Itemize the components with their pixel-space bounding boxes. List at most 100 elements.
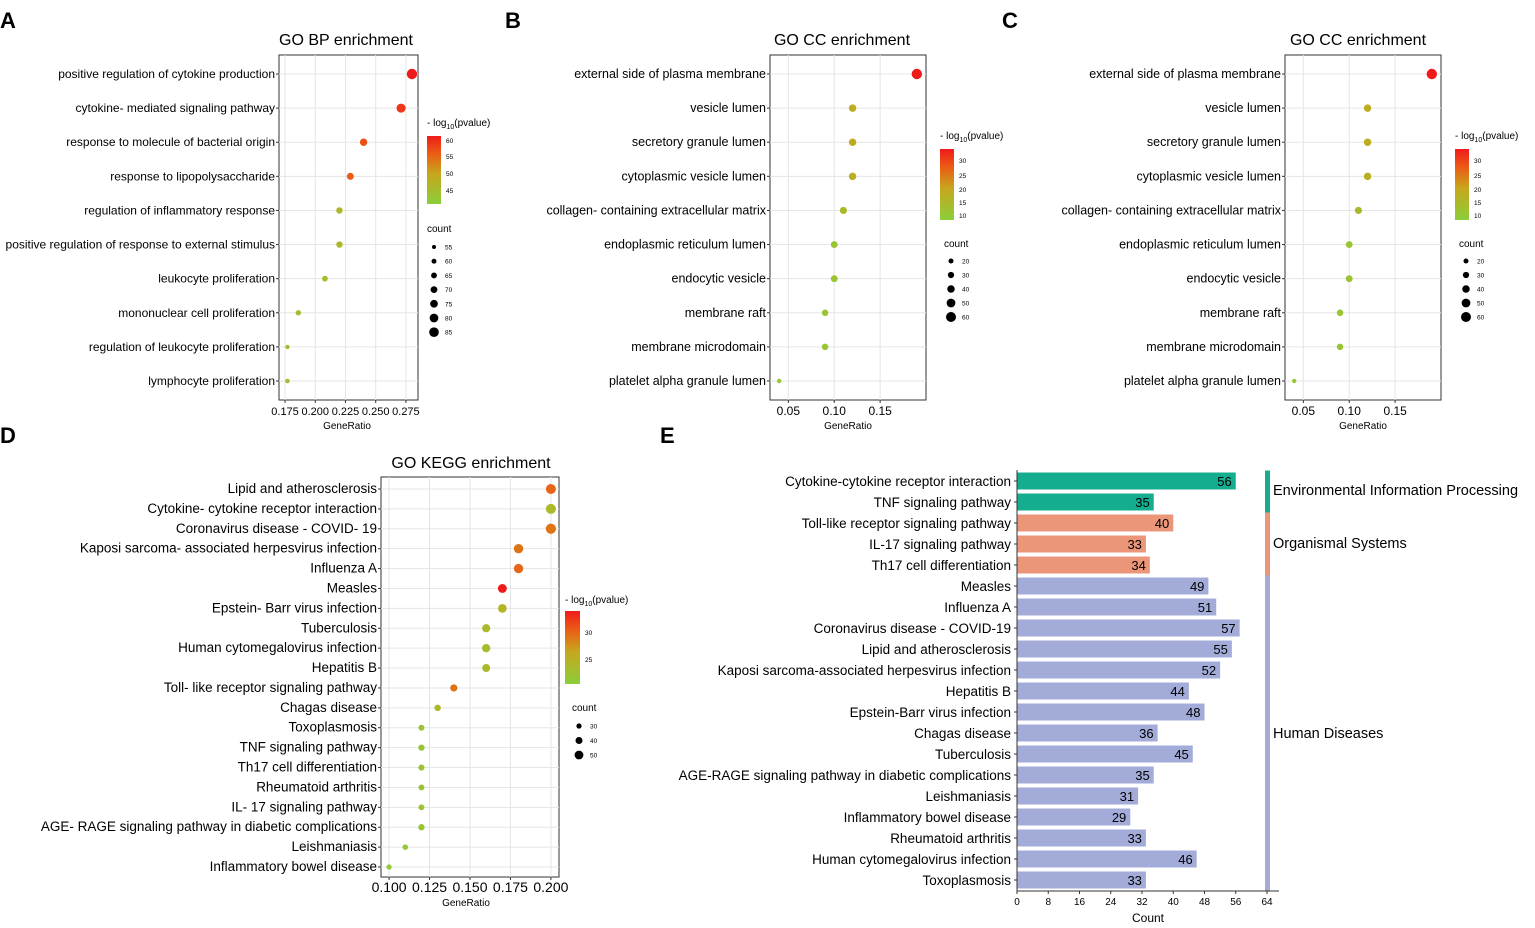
- y-tick-label: cytokine- mediated signaling pathway: [76, 101, 275, 115]
- y-tick-label: external side of plasma membrane: [574, 67, 766, 81]
- x-tick-label: 0.15: [868, 404, 892, 418]
- bar-value-label: 35: [1135, 768, 1149, 783]
- bar: [1017, 598, 1217, 616]
- y-tick-label: response to lipopolysaccharide: [110, 169, 275, 183]
- size-legend-tick: 50: [1477, 301, 1485, 308]
- color-legend-tick: 25: [959, 173, 967, 180]
- color-legend-bar: [427, 136, 441, 204]
- y-tick-label: Toxoplasmosis: [922, 873, 1011, 888]
- bar: [1017, 619, 1240, 637]
- y-tick-label: positive regulation of cytokine producti…: [58, 67, 275, 81]
- data-point: [545, 483, 556, 495]
- x-tick-label: 0.200: [533, 879, 568, 895]
- plot-frame: [1284, 54, 1442, 401]
- panel-label: B: [505, 8, 521, 33]
- x-tick-label: 0.250: [362, 406, 390, 418]
- size-legend-dot: [948, 258, 954, 264]
- x-tick-label: 56: [1230, 897, 1242, 908]
- y-tick-label: Hepatitis B: [946, 684, 1011, 699]
- data-point: [848, 104, 857, 112]
- x-tick-label: 8: [1045, 897, 1051, 908]
- data-point: [1345, 275, 1353, 283]
- bar-value-label: 35: [1135, 495, 1149, 510]
- size-legend-title: count: [427, 224, 452, 235]
- size-legend-dot: [946, 298, 956, 308]
- y-tick-label: Lipid and atherosclerosis: [862, 642, 1012, 657]
- data-point: [497, 584, 507, 593]
- y-tick-label: Human cytomegalovirus infection: [178, 640, 377, 655]
- color-legend-tick: 15: [1474, 200, 1482, 207]
- x-tick-label: 0.10: [1338, 404, 1362, 418]
- data-point: [336, 241, 343, 248]
- size-legend-tick: 85: [445, 330, 453, 337]
- x-tick-label: 0.125: [412, 879, 447, 895]
- x-axis-label: GeneRatio: [442, 898, 490, 909]
- size-legend-dot: [576, 723, 582, 729]
- bar-value-label: 34: [1131, 558, 1145, 573]
- data-point: [482, 624, 491, 633]
- color-legend-bar: [1455, 149, 1469, 220]
- y-tick-label: IL- 17 signaling pathway: [231, 799, 377, 814]
- size-legend-tick: 30: [590, 724, 598, 731]
- y-tick-label: Toll- like receptor signaling pathway: [164, 680, 377, 695]
- y-tick-label: Inflammatory bowel disease: [844, 810, 1011, 825]
- bar: [1017, 535, 1146, 553]
- y-tick-label: Toll-like receptor signaling pathway: [802, 516, 1012, 531]
- data-point: [497, 604, 507, 613]
- data-point: [359, 138, 368, 146]
- y-tick-label: Th17 cell differentiation: [872, 558, 1011, 573]
- size-legend-dot: [1461, 298, 1471, 308]
- y-tick-label: Leishmaniasis: [291, 839, 377, 854]
- y-tick-label: Cytokine-cytokine receptor interaction: [785, 474, 1011, 489]
- x-tick-label: 0.05: [777, 404, 801, 418]
- size-legend-tick: 80: [445, 316, 453, 323]
- size-legend-dot: [430, 286, 438, 293]
- y-tick-label: external side of plasma membrane: [1089, 67, 1281, 81]
- y-tick-label: AGE-RAGE signaling pathway in diabetic c…: [679, 768, 1012, 783]
- y-tick-label: Measles: [961, 579, 1012, 594]
- panel-label: E: [660, 423, 675, 448]
- data-point: [418, 724, 425, 731]
- data-point: [776, 378, 782, 384]
- chart-title: GO CC enrichment: [1290, 32, 1427, 49]
- bar-value-label: 40: [1155, 516, 1169, 531]
- size-legend-dot: [947, 271, 955, 279]
- data-point: [402, 844, 409, 850]
- size-legend-dot: [431, 258, 437, 264]
- y-tick-label: endoplasmic reticulum lumen: [604, 238, 766, 252]
- size-legend-tick: 40: [1477, 287, 1485, 294]
- y-tick-label: regulation of leukocyte proliferation: [89, 340, 275, 354]
- y-tick-label: Tuberculosis: [301, 620, 377, 635]
- data-point: [285, 378, 290, 384]
- data-point: [418, 764, 425, 771]
- plot-frame: [278, 54, 419, 401]
- bar-value-label: 49: [1190, 579, 1204, 594]
- color-legend-title: - log10(pvalue): [940, 131, 1003, 144]
- data-point: [295, 310, 302, 316]
- y-tick-label: cytoplasmic vesicle lumen: [622, 169, 767, 183]
- panel-label: A: [0, 8, 16, 33]
- bar: [1017, 493, 1154, 511]
- data-point: [396, 103, 406, 113]
- x-tick-label: 64: [1261, 897, 1273, 908]
- bar-value-label: 46: [1178, 852, 1192, 867]
- x-tick-label: 16: [1074, 897, 1086, 908]
- bar: [1017, 745, 1193, 763]
- size-legend-dot: [430, 299, 438, 308]
- bar: [1017, 766, 1154, 784]
- size-legend-title: count: [1459, 239, 1484, 250]
- data-point: [1345, 241, 1353, 248]
- y-tick-label: endoplasmic reticulum lumen: [1119, 238, 1281, 252]
- size-legend-tick: 70: [445, 287, 453, 294]
- data-point: [482, 664, 491, 673]
- x-tick-label: 0.05: [1292, 404, 1316, 418]
- size-legend-tick: 20: [962, 259, 970, 266]
- chart-title: GO KEGG enrichment: [391, 455, 551, 472]
- color-legend-tick: 30: [959, 158, 967, 165]
- size-legend-dot: [1462, 271, 1470, 279]
- panel-e-kegg-bar-chart: E 56 Cytokine-cytokine receptor interactio…: [660, 423, 1518, 925]
- color-legend-bar: [565, 611, 580, 684]
- size-legend-tick: 50: [962, 301, 970, 308]
- x-axis-label: Count: [1132, 911, 1165, 925]
